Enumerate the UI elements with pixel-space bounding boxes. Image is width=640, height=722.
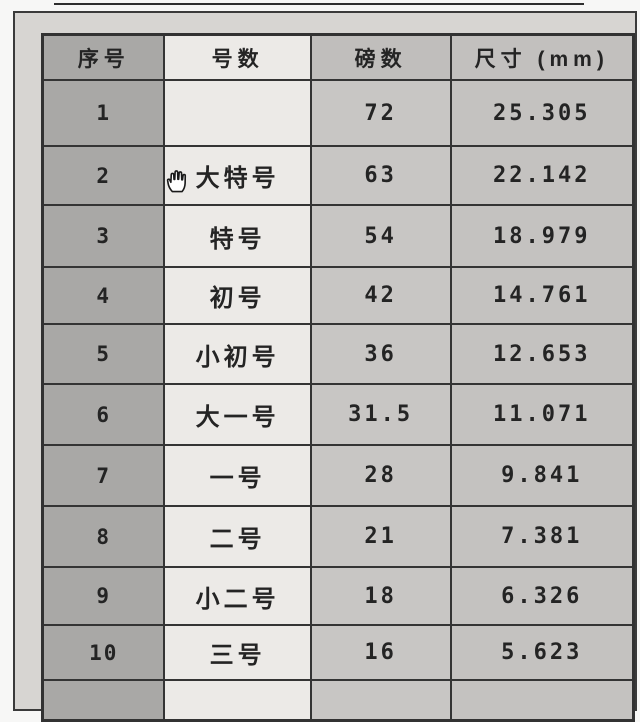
cell-size-mm: 25.305 (449, 79, 635, 147)
cell-index: 3 (41, 204, 166, 268)
table-image-frame[interactable]: 序号 号数 磅数 尺寸 (mm) 1 72 25.305 2 大特号 63 22… (13, 11, 637, 722)
cell-size-mm: 6.326 (449, 566, 635, 626)
cell-size-mm: 9.841 (449, 444, 635, 507)
table-row: 5 小初号 36 12.653 (41, 323, 635, 385)
cell-points: 18 (309, 566, 452, 626)
cell-size-mm: 11.071 (449, 383, 635, 446)
cell-points: 31.5 (309, 383, 452, 446)
header-size-mm: 尺寸 (mm) (449, 33, 635, 81)
cell-index: 2 (41, 145, 166, 206)
cell-size-name: 大一号 (163, 383, 312, 446)
cell-size-name: 三号 (163, 624, 312, 681)
cell-size-name: 二号 (163, 505, 312, 568)
table-row: 9 小二号 18 6.326 (41, 566, 635, 626)
header-size-name: 号数 (163, 33, 312, 81)
cell-size-name: 初号 (163, 266, 312, 325)
cell-points: 72 (309, 79, 452, 147)
table-row: 8 二号 21 7.381 (41, 505, 635, 568)
cell-points: 21 (309, 505, 452, 568)
table-row: 4 初号 42 14.761 (41, 266, 635, 325)
cell-size-name: 特号 (163, 204, 312, 268)
cell-index: 6 (41, 383, 166, 446)
cell-size-name (163, 79, 312, 147)
cell-points: 16 (309, 624, 452, 681)
cell-index: 7 (41, 444, 166, 507)
cell-points: 36 (309, 323, 452, 385)
cell-size-mm (449, 679, 635, 721)
cell-size-mm: 14.761 (449, 266, 635, 325)
table-row: 2 大特号 63 22.142 (41, 145, 635, 206)
cell-points (309, 679, 452, 721)
cell-index: 4 (41, 266, 166, 325)
cell-size-name (163, 679, 312, 721)
cell-points: 63 (309, 145, 452, 206)
cell-points: 42 (309, 266, 452, 325)
cell-index: 8 (41, 505, 166, 568)
table-row-partial (41, 679, 635, 721)
cell-size-name: 小二号 (163, 566, 312, 626)
header-points: 磅数 (309, 33, 452, 81)
cell-index: 9 (41, 566, 166, 626)
cell-index (41, 679, 166, 721)
cell-size-name: 小初号 (163, 323, 312, 385)
cell-size-mm: 5.623 (449, 624, 635, 681)
cell-size-mm: 22.142 (449, 145, 635, 206)
type-size-table: 序号 号数 磅数 尺寸 (mm) 1 72 25.305 2 大特号 63 22… (41, 33, 635, 722)
cell-size-name: 大特号 (163, 145, 312, 206)
cell-index: 10 (41, 624, 166, 681)
table-header-row: 序号 号数 磅数 尺寸 (mm) (41, 33, 635, 81)
cell-points: 28 (309, 444, 452, 507)
header-index: 序号 (41, 33, 166, 81)
cell-size-mm: 18.979 (449, 204, 635, 268)
cell-size-mm: 7.381 (449, 505, 635, 568)
cell-index: 5 (41, 323, 166, 385)
cell-size-mm: 12.653 (449, 323, 635, 385)
table-row: 1 72 25.305 (41, 79, 635, 147)
cell-size-name: 一号 (163, 444, 312, 507)
cell-points: 54 (309, 204, 452, 268)
table-row: 10 三号 16 5.623 (41, 624, 635, 681)
cell-index: 1 (41, 79, 166, 147)
table-row: 6 大一号 31.5 11.071 (41, 383, 635, 446)
table-row: 3 特号 54 18.979 (41, 204, 635, 268)
top-divider-line (54, 3, 584, 5)
table-row: 7 一号 28 9.841 (41, 444, 635, 507)
